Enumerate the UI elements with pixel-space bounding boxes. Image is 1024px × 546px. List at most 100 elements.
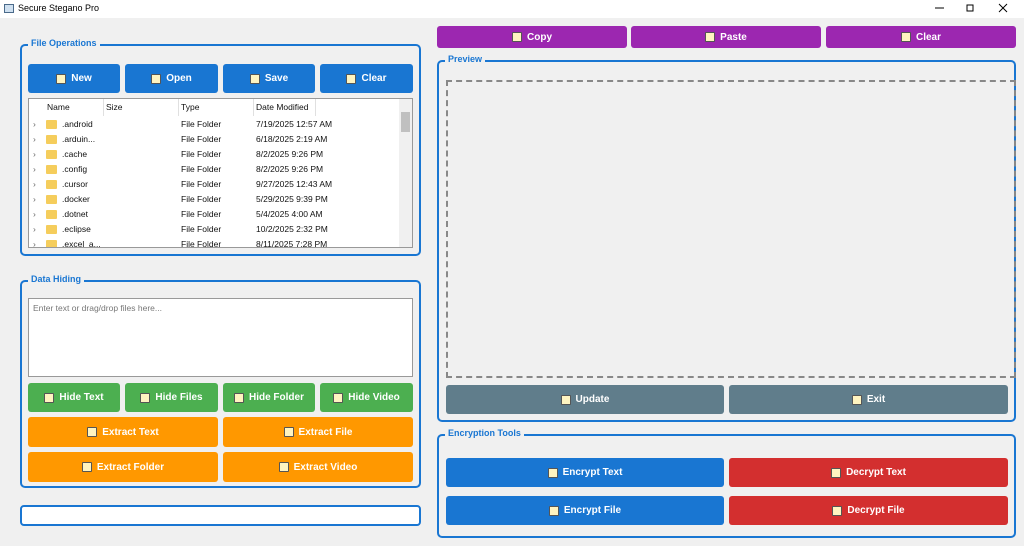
file-table[interactable]: Name Size Type Date Modified › .android File F… [28,98,413,248]
file-name[interactable]: .excel_a... [62,239,101,248]
button-label: Clear [361,73,387,84]
file-button[interactable]: Open [125,64,218,93]
button-icon [512,32,522,42]
file-type: File Folder [181,224,222,234]
button-label: Decrypt File [847,505,905,516]
hide-button[interactable]: Hide Video [320,383,413,412]
window-controls[interactable] [920,0,1024,18]
file-name[interactable]: .arduin... [62,134,96,144]
clipboard-button[interactable]: Copy [437,26,627,48]
expand-arrow: › [33,239,36,248]
button-label: Extract Folder [96,461,165,473]
file-name[interactable]: .eclipse [62,224,91,234]
column-header[interactable]: Name [47,102,70,112]
button-icon [548,505,559,516]
button-label: Open [166,73,192,84]
expand-arrow: › [33,149,36,159]
button-icon [346,73,357,84]
button-icon [278,462,289,472]
file-date: 8/11/2025 7:28 PM [256,239,328,248]
column-separator [315,99,316,116]
text-input[interactable]: Enter text or drag/drop files here... [28,298,413,377]
scroll-thumb[interactable] [401,112,410,132]
clipboard-button[interactable]: Paste [631,26,821,48]
file-button[interactable]: Save [223,64,315,93]
encryption-button[interactable]: Encrypt Text [446,458,724,487]
file-name[interactable]: .cursor [62,179,88,189]
button-label: Hide Text [59,392,104,403]
button-icon [900,32,911,42]
file-name[interactable]: .android [62,119,93,129]
preview-button[interactable]: Update [446,385,724,414]
file-date: 8/2/2025 9:26 PM [256,149,324,159]
file-date: 6/18/2025 2:19 AM [256,134,328,144]
button-label: Hide Video [348,392,400,403]
button-label: Hide Folder [248,392,304,403]
data-hiding-group [20,280,421,488]
group-title: File Operations [28,38,100,48]
file-type: File Folder [181,149,222,159]
preview-button[interactable]: Exit [729,385,1008,414]
folder-icon [46,135,57,144]
encryption-button[interactable]: Encrypt File [446,496,724,525]
button-label: Paste [720,31,747,43]
file-type: File Folder [181,119,222,129]
file-button[interactable]: Clear [320,64,413,93]
file-type: File Folder [181,194,222,204]
button-label: Update [575,394,610,405]
extract-button[interactable]: Extract File [223,417,413,447]
group-title: Encryption Tools [445,428,524,438]
file-type: File Folder [181,134,222,144]
file-button[interactable]: New [28,64,120,93]
expand-arrow: › [33,179,36,189]
file-type: File Folder [181,239,222,248]
folder-icon [46,165,57,174]
file-type: File Folder [181,209,222,219]
app-icon [4,4,14,13]
hide-button[interactable]: Hide Text [28,383,120,412]
column-separator [178,99,179,116]
folder-icon [46,150,57,159]
button-icon [333,392,344,403]
button-label: Encrypt File [563,505,622,516]
scrollbar[interactable] [399,99,412,247]
column-header[interactable]: Size [106,102,123,112]
button-label: Extract Video [293,461,358,473]
extract-button[interactable]: Extract Folder [28,452,218,482]
button-icon [249,73,260,84]
button-label: Extract File [298,426,353,438]
extract-button[interactable]: Extract Video [223,452,413,482]
hide-button[interactable]: Hide Files [125,383,218,412]
button-label: Extract Text [102,426,159,438]
expand-arrow: › [33,209,36,219]
file-name[interactable]: .config [62,164,88,174]
hide-button[interactable]: Hide Folder [223,383,315,412]
file-date: 5/4/2025 4:00 AM [256,209,323,219]
button-icon [151,73,162,84]
folder-icon [46,210,57,219]
file-name[interactable]: .dotnet [62,209,88,219]
file-date: 5/29/2025 9:39 PM [256,194,328,204]
clipboard-button[interactable]: Clear [826,26,1016,48]
column-header[interactable]: Date Modified [256,102,309,112]
file-name[interactable]: .cache [62,149,88,159]
expand-arrow: › [33,119,36,129]
encryption-button[interactable]: Decrypt Text [729,458,1008,487]
folder-icon [46,180,57,189]
expand-arrow: › [33,224,36,234]
button-label: Exit [866,394,886,405]
encryption-tools-group [437,434,1016,538]
button-icon [283,427,294,437]
button-icon [87,427,98,437]
extract-button[interactable]: Extract Text [28,417,218,447]
window-title: Secure Stegano Pro [18,3,100,13]
column-header[interactable]: Type [181,102,200,112]
button-icon [547,467,558,478]
button-icon [44,392,55,403]
encryption-button[interactable]: Decrypt File [729,496,1008,525]
button-label: Decrypt Text [846,467,906,478]
file-name[interactable]: .docker [62,194,90,204]
button-label: Encrypt Text [562,467,623,478]
file-type: File Folder [181,164,222,174]
